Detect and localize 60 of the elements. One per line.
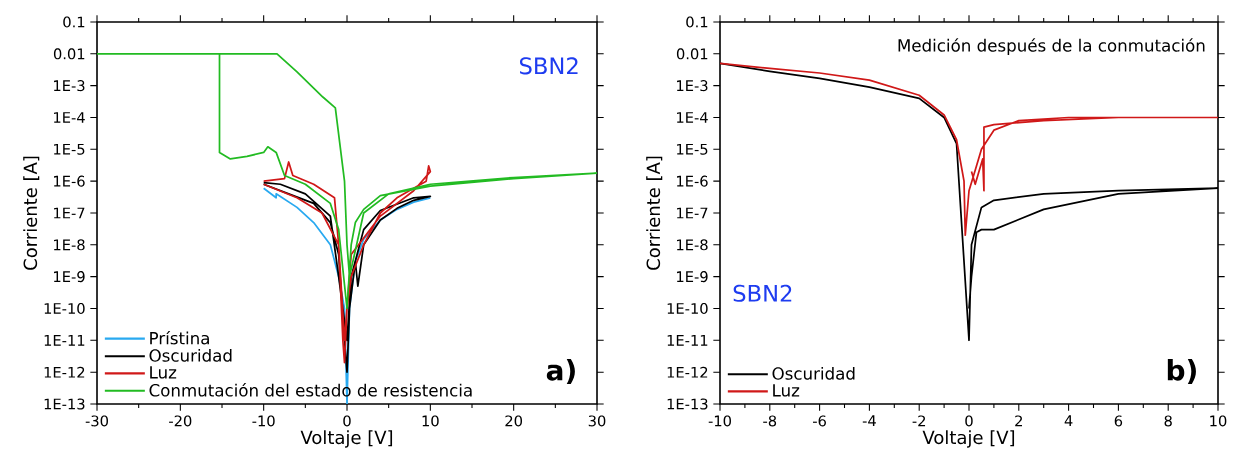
x-tick-label: 0 <box>343 415 351 427</box>
x-axis-title: Voltaje [V] <box>922 430 1015 448</box>
y-tick-label: 1E-5 <box>677 143 708 155</box>
x-tick-label: -10 <box>252 415 275 427</box>
y-tick-label: 1E-11 <box>667 334 708 346</box>
x-tick-label: 10 <box>422 415 439 427</box>
x-tick-label: -10 <box>708 415 731 427</box>
y-tick-label: 1E-5 <box>54 143 85 155</box>
y-tick-label: 1E-3 <box>677 80 708 92</box>
y-axis-title: Corriente [A] <box>23 156 40 270</box>
y-tick-label: 1E-8 <box>54 239 85 251</box>
y-tick-label: 1E-12 <box>44 366 85 378</box>
y-axis-title: Corriente [A] <box>646 156 663 270</box>
annotation: SBN2 <box>519 57 578 75</box>
annotation: b) <box>1167 359 1196 385</box>
y-tick-label: 1E-3 <box>54 80 85 92</box>
line-series <box>720 62 1218 237</box>
y-tick-label: 1E-9 <box>54 271 85 283</box>
y-tick-label: 1E-9 <box>677 271 708 283</box>
x-tick-label: -2 <box>912 415 926 427</box>
x-tick-label: 0 <box>965 415 973 427</box>
x-tick-label: 8 <box>1164 415 1172 427</box>
annotation: Medición después de la conmutación <box>898 38 1205 55</box>
legend-label: Luz <box>773 384 800 397</box>
y-tick-label: 1E-10 <box>44 302 85 315</box>
y-tick-label: 1E-11 <box>44 334 85 346</box>
y-tick-label: 1E-10 <box>667 302 708 315</box>
legend-label: Oscuridad <box>772 366 855 380</box>
y-tick-label: 0.1 <box>63 16 85 28</box>
legend-label: Luz <box>150 366 177 379</box>
x-axis-title: Voltaje [V] <box>300 430 393 448</box>
x-tick-label: -6 <box>813 415 826 427</box>
x-tick-label: 30 <box>588 415 606 427</box>
x-tick-label: -8 <box>763 415 777 427</box>
y-tick-label: 1E-13 <box>44 398 85 410</box>
legend-label: Oscuridad <box>149 348 232 362</box>
x-tick-label: 2 <box>1015 415 1022 427</box>
y-tick-label: 1E-7 <box>677 207 708 219</box>
legend-label: Prístina <box>150 330 209 345</box>
y-tick-label: 0.01 <box>53 48 85 60</box>
x-tick-label: -30 <box>85 415 108 427</box>
y-tick-label: 1E-7 <box>54 207 85 219</box>
y-tick-label: 1E-4 <box>54 112 85 123</box>
y-tick-label: 0.1 <box>686 16 708 28</box>
y-tick-label: 1E-6 <box>677 175 708 187</box>
x-tick-label: 20 <box>505 415 523 427</box>
x-tick-label: 10 <box>1210 415 1227 427</box>
x-tick-label: -4 <box>862 415 876 427</box>
y-tick-label: 1E-12 <box>667 366 708 378</box>
y-tick-label: 1E-4 <box>677 112 708 123</box>
y-tick-label: 1E-6 <box>54 175 85 187</box>
y-tick-label: 1E-13 <box>667 398 708 410</box>
annotation: a) <box>546 359 575 385</box>
annotation: SBN2 <box>733 284 792 302</box>
x-tick-label: -20 <box>169 415 192 427</box>
x-tick-label: 4 <box>1064 415 1073 427</box>
line-series <box>97 52 597 310</box>
y-tick-label: 0.01 <box>676 48 708 60</box>
y-tick-label: 1E-8 <box>677 239 708 251</box>
x-tick-label: 6 <box>1114 415 1123 427</box>
